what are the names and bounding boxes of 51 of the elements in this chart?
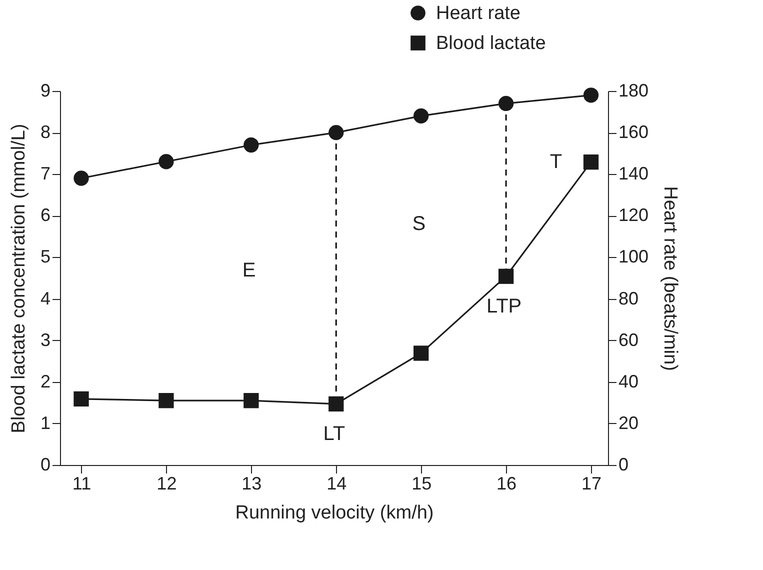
point: [328, 396, 344, 412]
point: [244, 393, 259, 408]
legend-label: Blood lactate: [436, 33, 546, 54]
y-axis-title: Blood lactate concentration (mmol/L): [8, 124, 30, 434]
y-tick-label: 1: [40, 412, 50, 433]
y-tick-label: 4: [40, 288, 50, 308]
y-tick-label: 2: [40, 371, 50, 392]
y2-tick-label: 20: [618, 412, 639, 433]
point: [74, 391, 89, 407]
point: [414, 108, 429, 124]
y-tick-label: 8: [40, 122, 50, 142]
point: [244, 137, 259, 153]
legend-label: Heart rate: [436, 3, 520, 24]
point: [498, 268, 514, 284]
annotation: LT: [323, 422, 346, 445]
y-tick-label: 5: [40, 246, 50, 267]
point: [328, 124, 344, 140]
annotation: T: [550, 151, 562, 174]
y2-tick-label: 120: [618, 205, 649, 226]
y-tick-label: 0: [40, 454, 50, 474]
y2-tick-label: 100: [618, 246, 649, 267]
y-tick-label: 9: [40, 80, 50, 100]
point: [158, 154, 174, 170]
x-tick-label: 12: [156, 474, 177, 494]
x-tick-label: 14: [326, 474, 347, 494]
y2-tick-label: 160: [618, 122, 649, 142]
x-tick-label: 16: [496, 474, 517, 494]
y-tick-label: 6: [40, 205, 50, 226]
x-tick-label: 13: [242, 474, 262, 494]
x-tick-label: 17: [581, 474, 602, 494]
point: [158, 393, 174, 408]
y2-tick-label: 40: [618, 371, 639, 392]
point: [583, 154, 599, 170]
y-tick-label: 7: [40, 164, 50, 184]
y2-axis-title: Heart rate (beats/min): [660, 186, 681, 371]
x-tick-label: 11: [72, 474, 92, 494]
y2-tick-label: 140: [618, 164, 649, 184]
point: [498, 96, 514, 112]
x-tick-label: 15: [412, 474, 432, 494]
y2-tick-label: 80: [618, 288, 639, 308]
y2-tick-label: 60: [618, 330, 639, 350]
point: [583, 88, 599, 103]
y-tick-label: 3: [40, 330, 50, 350]
x-axis-title: Running velocity (km/h): [235, 502, 434, 524]
y2-tick-label: 180: [618, 80, 649, 100]
y2-tick-label: 0: [618, 454, 629, 474]
point: [74, 170, 89, 186]
annotation: E: [242, 260, 256, 282]
annotation: LTP: [486, 295, 522, 318]
annotation: S: [412, 212, 426, 235]
point: [414, 346, 429, 361]
